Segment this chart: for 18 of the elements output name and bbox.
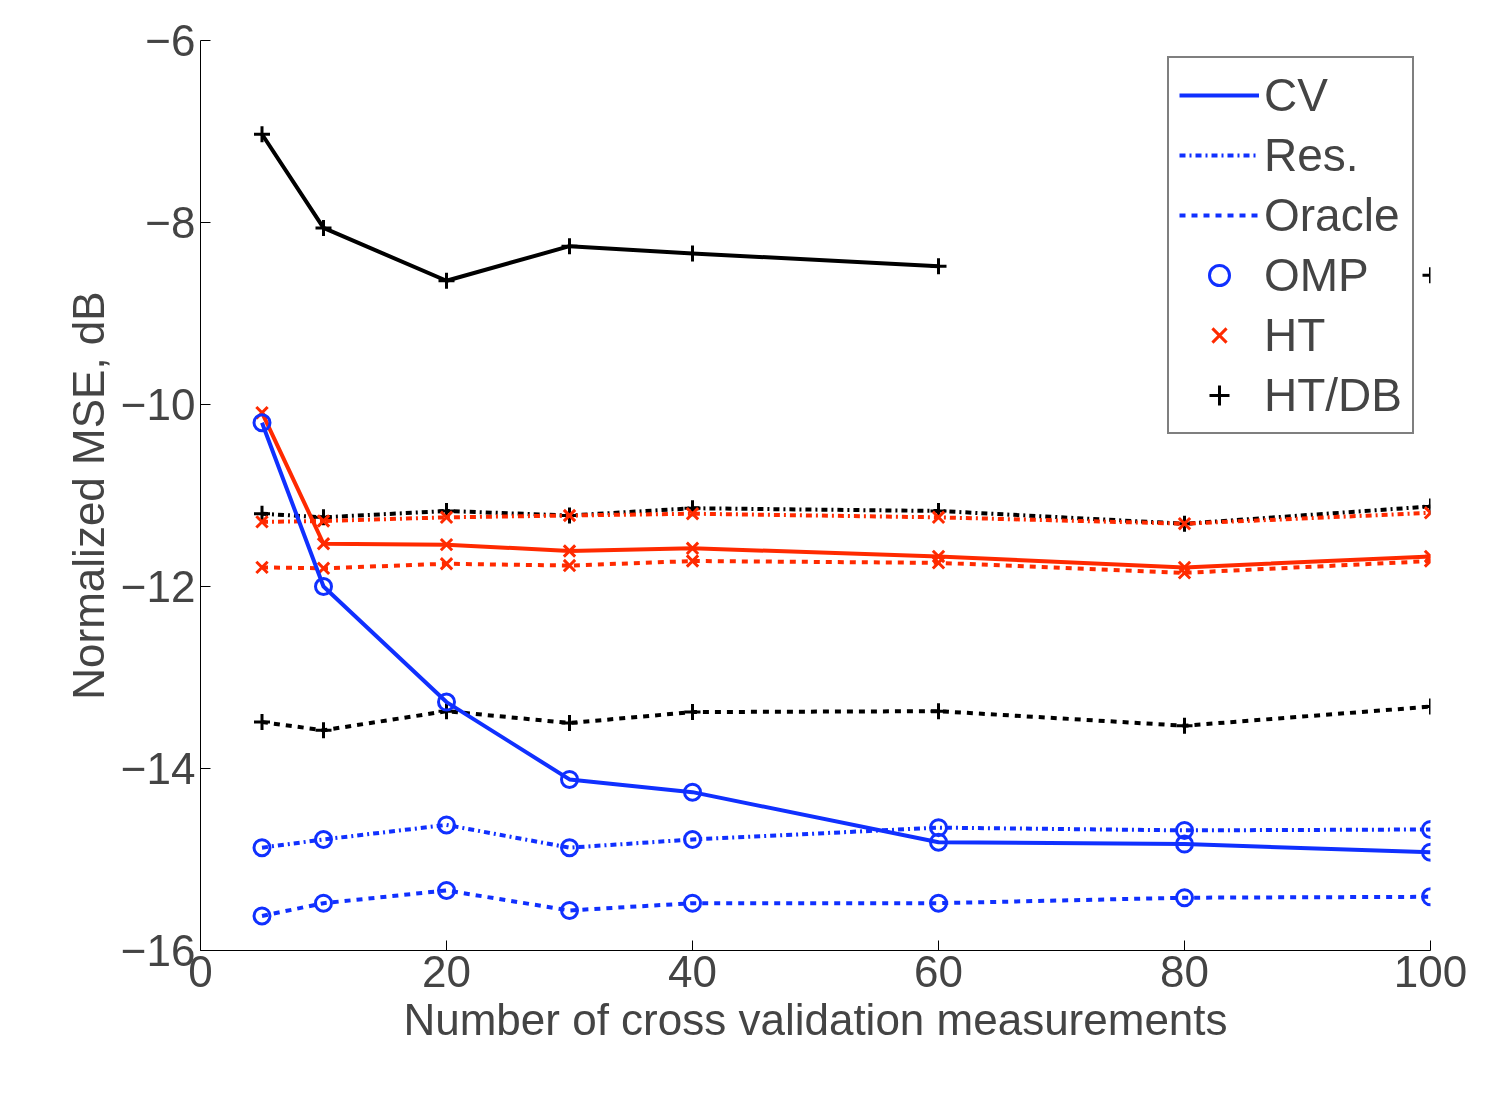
y-tick-label: −10 <box>120 380 196 429</box>
legend-label: Res. <box>1264 128 1359 182</box>
legend-label: HT <box>1264 308 1326 362</box>
x-tick-label: 80 <box>1160 946 1209 996</box>
y-tick-label: −12 <box>120 562 196 611</box>
y-axis-title: Normalized MSE, dB <box>63 291 113 700</box>
legend-label: OMP <box>1264 248 1369 302</box>
y-tick-label: −6 <box>145 16 196 65</box>
x-axis-title: Number of cross validation measurements <box>403 994 1228 1044</box>
x-tick-label: 60 <box>914 946 963 996</box>
legend-label: HT/DB <box>1264 368 1402 422</box>
y-tick-label: −8 <box>145 198 196 247</box>
legend-label: CV <box>1264 68 1328 122</box>
y-tick-label: −14 <box>120 744 196 793</box>
x-tick-label: 20 <box>422 946 471 996</box>
x-tick-label: 40 <box>668 946 717 996</box>
legend-label: Oracle <box>1264 188 1400 242</box>
x-tick-label: 100 <box>1393 946 1468 996</box>
